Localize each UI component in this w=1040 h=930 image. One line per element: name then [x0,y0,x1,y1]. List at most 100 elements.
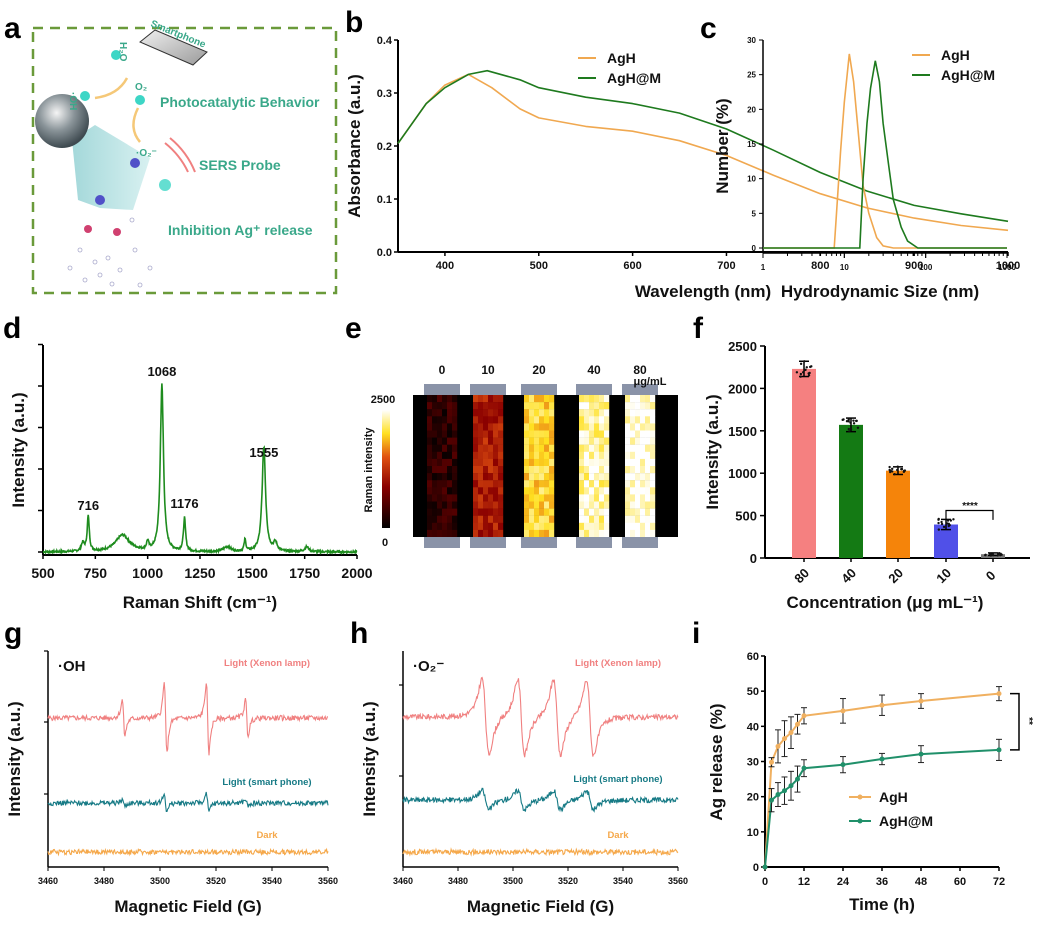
heatmap-cell [437,402,443,410]
heatmap-cell [645,508,651,516]
heatmap-cell [442,416,448,424]
molecule-icon [95,195,105,205]
heatmap-cell [447,458,453,467]
heatmap-cell [594,473,600,481]
heatmap-cell [645,458,651,467]
heatmap-cell [650,473,656,481]
heatmap-cell [604,395,610,403]
heatmap-cell [635,395,641,403]
trace-label: Dark [607,830,629,841]
heatmap-cell [589,494,595,502]
heatmap-cell [524,508,530,516]
heatmap-cell [544,395,550,403]
heatmap-cell [589,409,595,417]
heatmap-cell [544,529,550,538]
heatmap-cell [442,508,448,516]
heatmap-cell [498,430,504,438]
x-tick-label: 1000 [132,565,163,581]
heatmap-cell [604,430,610,438]
heatmap-cell [579,508,585,516]
heatmap-cell [625,529,631,538]
heatmap-cell [599,487,605,495]
legend-marker [857,794,863,800]
heatmap-cell [625,494,631,502]
heatmap-cell [529,466,535,474]
y-tick-label: 0 [750,551,757,566]
heatmap-cell [625,437,631,445]
heatmap-cell [544,473,550,481]
heatmap-cell [594,451,600,460]
heatmap-cell [589,529,595,538]
heatmap-cell [549,423,555,431]
heatmap-cell [534,515,540,523]
heatmap-cell [473,458,479,467]
heatmap-cell [427,494,433,502]
data-point [902,469,906,473]
heatmap-cell [579,451,585,460]
heatmap-cell [498,458,504,467]
heatmap-cell [549,515,555,523]
heatmap-cell [442,515,448,523]
heatmap-cell [625,473,631,481]
heatmap-cell [584,458,590,467]
heatmap-cell [630,494,636,502]
heatmap-cell [493,437,499,445]
panel-label-h: h [350,617,368,650]
heatmap-cell [452,437,458,445]
heatmap-cell [478,508,484,516]
heatmap-cell [549,416,555,424]
heatmap-cell [524,529,530,538]
peak-annotation: 1555 [249,445,278,460]
heatmap-cell [483,458,489,467]
heatmap-cell [640,444,646,452]
heatmap-cell [579,515,585,523]
heatmap-cell [549,437,555,445]
column-label: 10 [481,363,495,377]
heatmap-cell [630,487,636,495]
heatmap-cell [432,423,438,431]
y-tick-label: 2000 [728,381,757,396]
heatmap-cell [524,416,530,424]
x-tick-label: 3560 [668,876,688,886]
heatmap-cell [635,487,641,495]
heatmap-cell [447,515,453,523]
heatmap-cell [452,409,458,417]
data-point [879,702,885,708]
molecule-icon [80,91,90,101]
heatmap-cell [442,409,448,417]
tube-cap-top [470,384,506,395]
heatmap-cell [645,430,651,438]
heatmap-cell [529,473,535,481]
legend-label: AgH@M [941,67,995,83]
heatmap-cell [604,451,610,460]
x-tick-label: 3500 [503,876,523,886]
heatmap-cell [452,395,458,403]
heatmap-cell [478,458,484,467]
tube-cap-bottom [622,537,658,548]
heatmap-cell [437,508,443,516]
heatmap-cell [488,515,494,523]
x-tick-label: 500 [31,565,55,581]
heatmap-cell [625,416,631,424]
data-point [788,730,794,736]
x-axis-label: Magnetic Field (G) [114,897,261,916]
heatmap-cell [630,402,636,410]
inhibition-label: Inhibition Ag⁺ release [168,222,313,238]
heatmap-cell [488,444,494,452]
data-point [845,420,849,423]
heatmap-cell [498,402,504,410]
x-tick-label: 3500 [150,876,170,886]
heatmap-cell [498,522,504,531]
heatmap-cell [473,437,479,445]
heatmap-cell [534,508,540,516]
heatmap-cell [534,494,540,502]
data-point [997,552,1000,555]
heatmap-cell [488,395,494,403]
heatmap-cell [549,451,555,460]
heatmap-cell [630,430,636,438]
heatmap-cell [630,437,636,445]
heatmap-cell [432,515,438,523]
heatmap-cell [442,466,448,474]
heatmap-cell [549,466,555,474]
